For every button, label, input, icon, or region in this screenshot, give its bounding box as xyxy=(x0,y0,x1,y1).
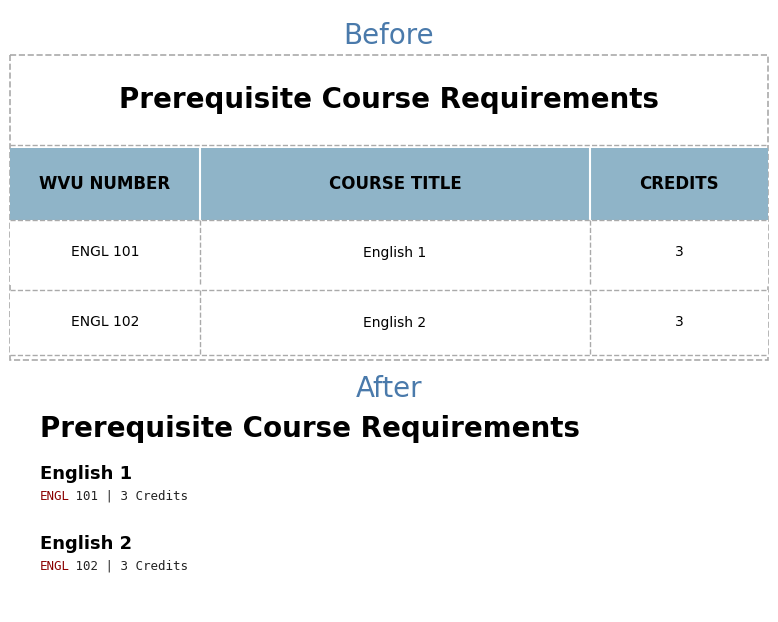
Text: COURSE TITLE: COURSE TITLE xyxy=(328,175,461,193)
Text: Before: Before xyxy=(344,22,434,50)
Text: 102 | 3 Credits: 102 | 3 Credits xyxy=(68,560,188,573)
Polygon shape xyxy=(10,220,768,285)
Text: Prerequisite Course Requirements: Prerequisite Course Requirements xyxy=(119,86,659,114)
Text: CREDITS: CREDITS xyxy=(640,175,719,193)
Polygon shape xyxy=(10,148,768,220)
Text: English 2: English 2 xyxy=(40,535,132,553)
Text: ENGL 101: ENGL 101 xyxy=(71,246,139,259)
Text: ENGL 102: ENGL 102 xyxy=(71,315,139,330)
Polygon shape xyxy=(10,290,768,355)
Text: WVU NUMBER: WVU NUMBER xyxy=(40,175,170,193)
Text: ENGL: ENGL xyxy=(40,560,70,573)
Text: English 2: English 2 xyxy=(363,315,426,330)
Text: ENGL: ENGL xyxy=(40,490,70,503)
Text: Prerequisite Course Requirements: Prerequisite Course Requirements xyxy=(40,415,580,443)
Text: 3: 3 xyxy=(675,315,683,330)
Text: After: After xyxy=(356,375,422,403)
Text: English 1: English 1 xyxy=(40,465,132,483)
Text: 3: 3 xyxy=(675,246,683,259)
Text: English 1: English 1 xyxy=(363,246,426,259)
Text: 101 | 3 Credits: 101 | 3 Credits xyxy=(68,490,188,503)
